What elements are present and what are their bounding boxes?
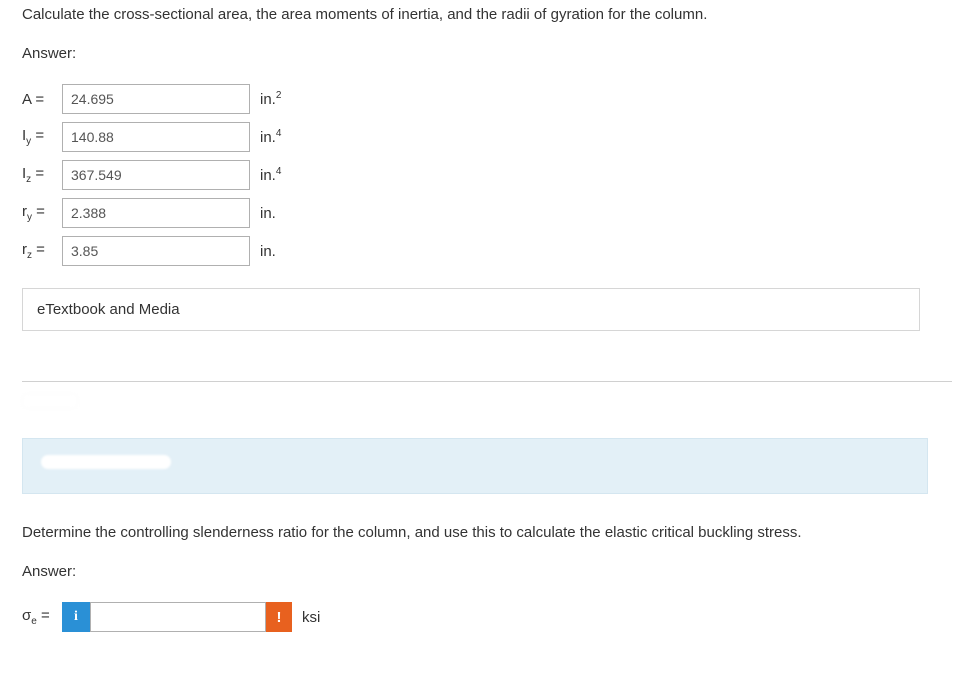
input-Iz[interactable]: [62, 160, 250, 190]
unit-Iz: in.4: [260, 166, 281, 184]
input-Iy[interactable]: [62, 122, 250, 152]
row-rz: rz = in.: [22, 236, 957, 266]
section-divider: [22, 381, 952, 382]
unit-ry: in.: [260, 205, 276, 222]
label-rz: rz =: [22, 241, 62, 261]
q1-answer-label: Answer:: [22, 45, 957, 62]
page-root: Calculate the cross-sectional area, the …: [0, 0, 979, 677]
warning-icon: !: [266, 602, 292, 632]
info-band: [22, 438, 928, 494]
unit-A: in.2: [260, 90, 281, 108]
info-icon[interactable]: i: [62, 602, 90, 632]
q2-answer-label: Answer:: [22, 563, 957, 580]
row-sigma: σe = i ! ksi: [22, 602, 957, 632]
etextbook-button[interactable]: eTextbook and Media: [22, 288, 920, 331]
q1-prompt: Calculate the cross-sectional area, the …: [22, 6, 957, 23]
input-sigma[interactable]: [90, 602, 266, 632]
row-A: A = in.2: [22, 84, 957, 114]
unit-Iy: in.4: [260, 128, 281, 146]
label-A: A =: [22, 91, 62, 108]
q2-prompt: Determine the controlling slenderness ra…: [22, 524, 957, 541]
label-Iz: Iz =: [22, 165, 62, 185]
row-Iy: Iy = in.4: [22, 122, 957, 152]
q1-input-group: A = in.2 Iy = in.4 Iz = in.4 ry = in. rz…: [22, 84, 957, 266]
label-sigma: σe =: [22, 607, 62, 627]
label-ry: ry =: [22, 203, 62, 223]
unit-sigma: ksi: [302, 609, 320, 626]
row-Iz: Iz = in.4: [22, 160, 957, 190]
redacted-mark-2: [41, 455, 171, 469]
label-Iy: Iy =: [22, 127, 62, 147]
input-rz[interactable]: [62, 236, 250, 266]
unit-rz: in.: [260, 243, 276, 260]
redacted-mark-1: [22, 394, 78, 408]
input-A[interactable]: [62, 84, 250, 114]
row-ry: ry = in.: [22, 198, 957, 228]
input-ry[interactable]: [62, 198, 250, 228]
